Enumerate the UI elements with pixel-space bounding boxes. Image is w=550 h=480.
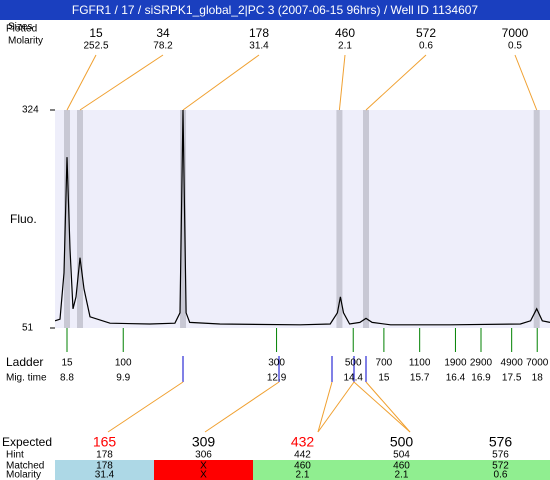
expected-cell: 165: [93, 434, 117, 450]
ladder-size: 700: [376, 358, 393, 369]
ladder-time: 9.9: [116, 373, 130, 384]
peak-band: [336, 110, 343, 328]
cell-bg: [55, 460, 154, 480]
ladder-size: 7000: [526, 358, 549, 369]
row-label: Hint: [6, 450, 24, 461]
peak-size: 572: [416, 26, 436, 40]
row-label: Matched: [6, 461, 44, 472]
peak-molarity: 252.5: [83, 41, 108, 52]
peak-molarity: 2.1: [338, 41, 352, 52]
ladder-time: 17.5: [502, 373, 522, 384]
peak-size: 7000: [502, 26, 529, 40]
cell-bg: [352, 460, 451, 480]
header-label: Sizes: [8, 22, 32, 33]
hint-cell: 576: [492, 450, 509, 461]
ladder-size: 1100: [409, 358, 431, 369]
ladder-time: 14.4: [343, 373, 363, 384]
ladder-time: 15.7: [410, 373, 430, 384]
plot-area: [55, 110, 550, 328]
peak-band: [363, 110, 370, 328]
row-label: Molarity: [6, 470, 41, 480]
y-tick-label: 51: [22, 323, 34, 334]
molarity-cell: X: [200, 470, 207, 480]
matched-cell: 460: [294, 461, 311, 472]
peak-link: [514, 54, 538, 111]
molarity-cell: 0.6: [494, 470, 508, 480]
peak-link: [365, 54, 427, 111]
matched-cell: X: [200, 461, 207, 472]
hint-cell: 178: [96, 450, 113, 461]
molarity-cell: 2.1: [296, 470, 310, 480]
match-ticks: [182, 356, 367, 382]
ladder-size: 1900: [444, 358, 467, 369]
ladder-time: 12.9: [267, 373, 287, 384]
peak-size: 15: [89, 26, 103, 40]
peak-band: [64, 110, 71, 328]
ladder-size: 4900: [501, 358, 524, 369]
peak-link: [66, 54, 97, 111]
peak-molarity: 31.4: [249, 41, 269, 52]
y-axis-label: Fluo.: [10, 212, 37, 226]
matched-cell: 572: [492, 461, 509, 472]
hint-cell: 442: [294, 450, 311, 461]
peak-molarity: 78.2: [153, 41, 173, 52]
cell-bg: [154, 460, 253, 480]
ladder-size: 2900: [470, 358, 493, 369]
row-label: Expected: [2, 435, 52, 449]
matched-cell: 178: [96, 461, 113, 472]
molarity-cell: 2.1: [395, 470, 409, 480]
peak-link: [79, 54, 164, 111]
expected-cell: 576: [489, 434, 513, 450]
peak-link: [338, 54, 346, 111]
peak-size: 34: [156, 26, 170, 40]
y-tick-label: 324: [22, 105, 39, 116]
hint-cell: 306: [195, 450, 212, 461]
peak-band: [76, 110, 83, 328]
ladder-size: 100: [115, 358, 132, 369]
cell-bg: [253, 460, 352, 480]
trace: [55, 110, 550, 326]
ladder-time: 16.4: [446, 373, 466, 384]
ladder-size: 500: [345, 358, 362, 369]
ladder-time: 8.8: [60, 373, 74, 384]
peak-molarity: 0.6: [419, 41, 433, 52]
ladder-time: 18: [532, 373, 544, 384]
ladder-label: Ladder: [6, 355, 43, 369]
hint-cell: 504: [393, 450, 410, 461]
title-bar: [0, 0, 550, 20]
peak-molarity: 0.5: [508, 41, 522, 52]
header-label: Plotted: [6, 24, 37, 35]
peak-size: 178: [249, 26, 269, 40]
cell-bg: [451, 460, 550, 480]
title: FGFR1 / 17 / siSRPK1_global_2|PC 3 (2007…: [72, 3, 479, 17]
ladder-size: 15: [61, 358, 73, 369]
peak-band: [533, 110, 540, 328]
molarity-cell: 31.4: [95, 470, 115, 480]
time-label: Mig. time: [6, 373, 47, 384]
expected-cell: 309: [192, 434, 216, 450]
ladder-time: 15: [378, 373, 390, 384]
matched-cell: 460: [393, 461, 410, 472]
peak-band: [180, 110, 187, 328]
header-label: Molarity: [8, 36, 43, 47]
peak-size: 460: [335, 26, 355, 40]
expected-cell: 500: [390, 434, 414, 450]
expected-cell: 432: [291, 434, 315, 450]
ladder-time: 16.9: [471, 373, 491, 384]
peak-link: [182, 54, 260, 111]
ladder-size: 300: [268, 358, 285, 369]
match-lines: [107, 381, 411, 433]
